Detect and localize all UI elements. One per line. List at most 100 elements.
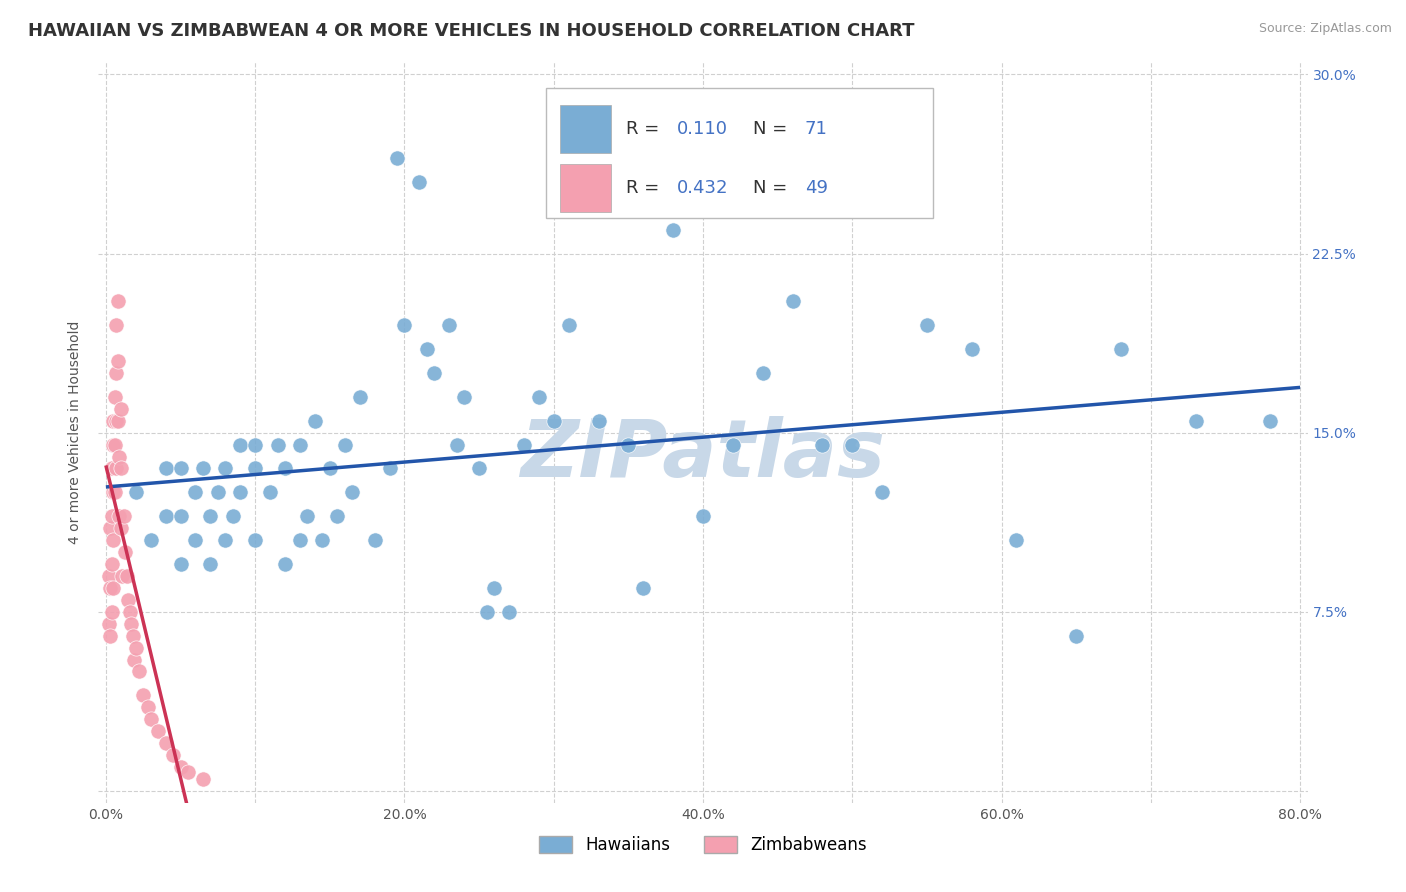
Point	[498, 605, 520, 619]
Point	[378, 461, 401, 475]
Text: R =: R =	[626, 120, 665, 138]
Point	[453, 390, 475, 404]
Point	[214, 461, 236, 475]
Point	[200, 557, 222, 571]
Point	[155, 736, 177, 750]
Point	[274, 461, 297, 475]
Point	[960, 342, 983, 356]
Point	[1184, 414, 1206, 428]
FancyBboxPatch shape	[561, 105, 612, 153]
Point	[146, 724, 169, 739]
Point	[177, 764, 200, 779]
Point	[311, 533, 333, 547]
Point	[104, 437, 127, 451]
Point	[105, 414, 128, 428]
Point	[207, 485, 229, 500]
Point	[98, 629, 121, 643]
Text: 0.110: 0.110	[676, 120, 727, 138]
Point	[132, 689, 155, 703]
Point	[128, 665, 150, 679]
Point	[103, 414, 125, 428]
Point	[191, 772, 214, 786]
Point	[110, 461, 132, 475]
Text: 71: 71	[804, 120, 828, 138]
Point	[155, 509, 177, 524]
Point	[162, 747, 184, 762]
Point	[288, 533, 311, 547]
Point	[103, 533, 125, 547]
Point	[105, 461, 128, 475]
Point	[811, 437, 834, 451]
Point	[191, 461, 214, 475]
Point	[363, 533, 385, 547]
Point	[527, 390, 550, 404]
Point	[103, 485, 125, 500]
Point	[333, 437, 356, 451]
Point	[115, 569, 138, 583]
Text: HAWAIIAN VS ZIMBABWEAN 4 OR MORE VEHICLES IN HOUSEHOLD CORRELATION CHART: HAWAIIAN VS ZIMBABWEAN 4 OR MORE VEHICLE…	[28, 22, 915, 40]
Point	[439, 318, 461, 333]
Point	[692, 509, 714, 524]
Point	[117, 592, 139, 607]
Point	[101, 557, 124, 571]
Point	[111, 569, 134, 583]
Point	[97, 569, 120, 583]
Point	[103, 437, 125, 451]
Point	[1064, 629, 1087, 643]
Text: N =: N =	[752, 179, 793, 197]
Point	[482, 581, 505, 595]
Point	[468, 461, 491, 475]
Point	[423, 366, 446, 380]
Point	[112, 509, 135, 524]
Point	[101, 461, 124, 475]
FancyBboxPatch shape	[546, 88, 932, 218]
Point	[118, 605, 141, 619]
FancyBboxPatch shape	[561, 164, 612, 212]
Point	[107, 294, 129, 309]
Point	[139, 712, 162, 726]
Point	[394, 318, 416, 333]
Point	[475, 605, 498, 619]
Point	[543, 414, 565, 428]
Point	[108, 450, 131, 464]
Point	[1258, 414, 1281, 428]
Point	[243, 461, 266, 475]
Point	[107, 414, 129, 428]
Point	[408, 175, 430, 189]
Point	[557, 318, 579, 333]
Point	[915, 318, 938, 333]
Text: 49: 49	[804, 179, 828, 197]
Point	[751, 366, 773, 380]
Point	[870, 485, 893, 500]
Text: ZIPatlas: ZIPatlas	[520, 416, 886, 494]
Point	[446, 437, 468, 451]
Point	[214, 533, 236, 547]
Point	[385, 151, 408, 165]
Point	[326, 509, 349, 524]
Point	[169, 760, 191, 774]
Point	[114, 545, 136, 559]
Point	[304, 414, 326, 428]
Point	[200, 509, 222, 524]
Point	[155, 461, 177, 475]
Point	[319, 461, 342, 475]
Point	[98, 521, 121, 535]
Point	[125, 640, 148, 655]
Point	[103, 581, 125, 595]
Point	[136, 700, 159, 714]
Point	[513, 437, 536, 451]
Point	[169, 557, 191, 571]
Point	[416, 342, 439, 356]
Point	[105, 318, 128, 333]
Point	[122, 652, 145, 666]
Point	[259, 485, 281, 500]
Point	[98, 581, 121, 595]
Point	[101, 605, 124, 619]
Point	[229, 437, 252, 451]
Text: 0.432: 0.432	[676, 179, 728, 197]
Point	[121, 629, 143, 643]
Point	[97, 616, 120, 631]
Point	[107, 354, 129, 368]
Point	[841, 437, 863, 451]
Point	[108, 509, 131, 524]
